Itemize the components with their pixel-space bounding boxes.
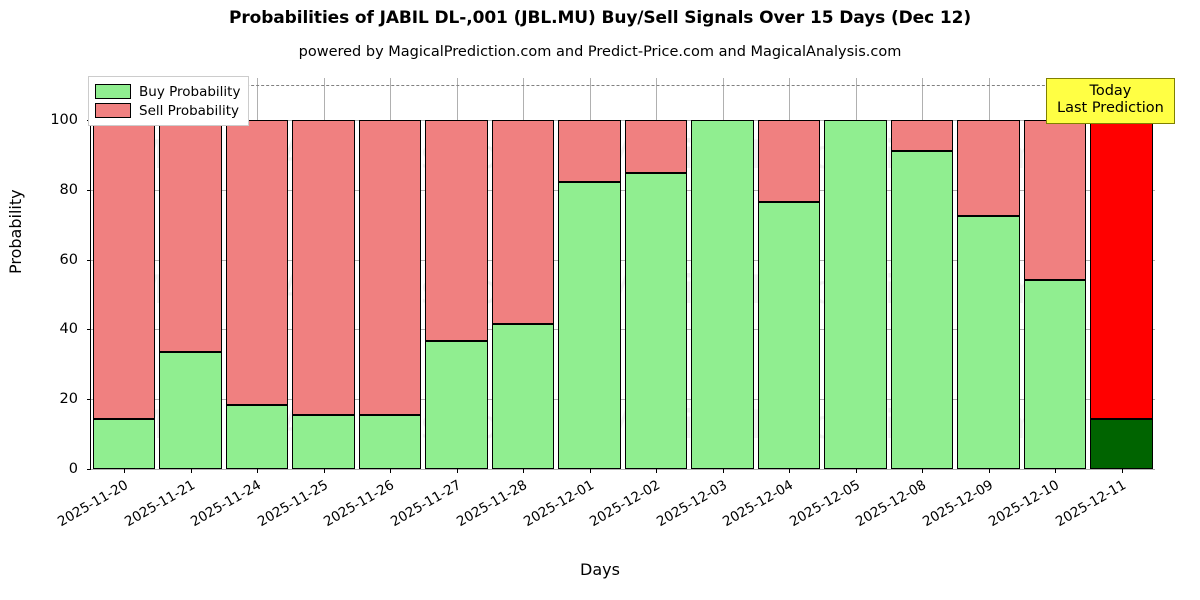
legend-label-sell: Sell Probability (139, 102, 240, 119)
gridline-horizontal (91, 119, 1155, 121)
legend-swatch-sell-icon (95, 103, 131, 118)
gridline-horizontal (91, 259, 1155, 261)
bar-segment-buy (558, 182, 621, 469)
x-axis-tick (1121, 469, 1123, 473)
x-axis-tick (257, 469, 259, 473)
bar-segment-sell (425, 119, 488, 342)
bar-today (1090, 78, 1153, 469)
bar-segment-sell (92, 119, 156, 420)
x-axis-tick (656, 469, 658, 473)
x-axis-tick (988, 469, 990, 473)
legend-swatch-buy-icon (95, 84, 131, 99)
bar-segment-sell (491, 119, 555, 324)
bar-day (1023, 78, 1087, 469)
today-annotation: Today Last Prediction (1046, 78, 1175, 125)
chart-legend: Buy Probability Sell Probability (88, 76, 250, 126)
x-axis-tick (390, 469, 392, 473)
y-axis-tick-label: 20 (59, 391, 78, 408)
legend-item-sell: Sell Probability (95, 101, 240, 120)
today-annotation-line1: Today (1089, 83, 1132, 99)
bar-day (292, 78, 355, 469)
bar-segment-sell (957, 119, 1020, 216)
bar-segment-buy (1090, 419, 1153, 469)
reference-dashed-line (91, 84, 1155, 86)
bar-day (957, 78, 1020, 469)
bar-day (824, 78, 887, 469)
y-axis-tick-label: 100 (50, 111, 78, 128)
bar-segment-sell (1090, 119, 1153, 420)
bar-day (558, 78, 621, 469)
bar-day (691, 78, 754, 469)
x-axis-tick (855, 469, 857, 473)
plot-area: MagicalAnalysis.comMagicalPrediction.com… (87, 78, 1155, 473)
bar-segment-sell (757, 119, 821, 203)
bar-segment-sell (292, 119, 355, 416)
bar-segment-buy (92, 419, 156, 469)
x-axis-tick (922, 469, 924, 473)
x-axis-tick (323, 469, 325, 473)
x-axis-tick (124, 469, 126, 473)
bar-segment-sell (159, 119, 222, 353)
x-axis-label: Days (580, 560, 620, 579)
x-axis-tick (1055, 469, 1057, 473)
y-axis-label: Probability (6, 189, 25, 274)
today-annotation-line2: Last Prediction (1057, 100, 1164, 117)
bar-segment-buy (425, 341, 488, 469)
bar-segment-buy (691, 119, 754, 469)
bar-day (890, 78, 954, 469)
bar-segment-sell (890, 119, 954, 152)
x-axis-tick (789, 469, 791, 473)
bar-segment-sell (358, 119, 422, 415)
y-axis-tick (87, 189, 91, 191)
bar-day (159, 78, 222, 469)
bar-segment-sell (225, 119, 289, 406)
bar-segment-buy (957, 215, 1020, 469)
bar-segment-buy (824, 119, 887, 469)
bar-segment-buy (292, 415, 355, 469)
bar-segment-buy (225, 405, 289, 469)
legend-label-buy: Buy Probability (139, 83, 241, 100)
y-axis-tick-label: 40 (59, 321, 78, 338)
gridline-horizontal (91, 399, 1155, 401)
legend-item-buy: Buy Probability (95, 82, 240, 101)
bar-segment-buy (890, 151, 954, 469)
gridline-horizontal (91, 329, 1155, 331)
bar-segment-buy (491, 323, 555, 469)
y-axis-tick (87, 469, 91, 470)
chart-subtitle: powered by MagicalPrediction.com and Pre… (298, 44, 902, 60)
bar-segment-buy (757, 202, 821, 469)
bar-segment-sell (1023, 119, 1087, 280)
bar-day (757, 78, 821, 469)
bar-day (624, 78, 688, 469)
y-axis-tick-label: 80 (59, 181, 78, 198)
bar-day (358, 78, 422, 469)
bar-day (92, 78, 156, 469)
bar-day (425, 78, 488, 469)
y-axis-tick (87, 329, 91, 331)
y-axis-tick-label: 0 (68, 461, 78, 477)
bar-segment-sell (558, 119, 621, 183)
bar-segment-buy (1023, 279, 1087, 469)
x-axis-tick (456, 469, 458, 473)
x-axis-tick (589, 469, 591, 473)
bar-segment-buy (624, 172, 688, 469)
bar-segment-buy (159, 352, 222, 469)
x-axis-tick (722, 469, 724, 473)
x-axis-tick (190, 469, 192, 473)
bar-segment-sell (624, 119, 688, 173)
y-axis-tick (87, 399, 91, 401)
gridline-horizontal (91, 189, 1155, 191)
bar-day (491, 78, 555, 469)
y-axis-tick-label: 60 (59, 251, 78, 268)
bar-day (225, 78, 289, 469)
gridline-horizontal (91, 469, 1155, 470)
x-axis-tick (523, 469, 525, 473)
y-axis-tick (87, 259, 91, 261)
bar-segment-buy (358, 414, 422, 469)
chart-title: Probabilities of JABIL DL-,001 (JBL.MU) … (229, 8, 971, 28)
